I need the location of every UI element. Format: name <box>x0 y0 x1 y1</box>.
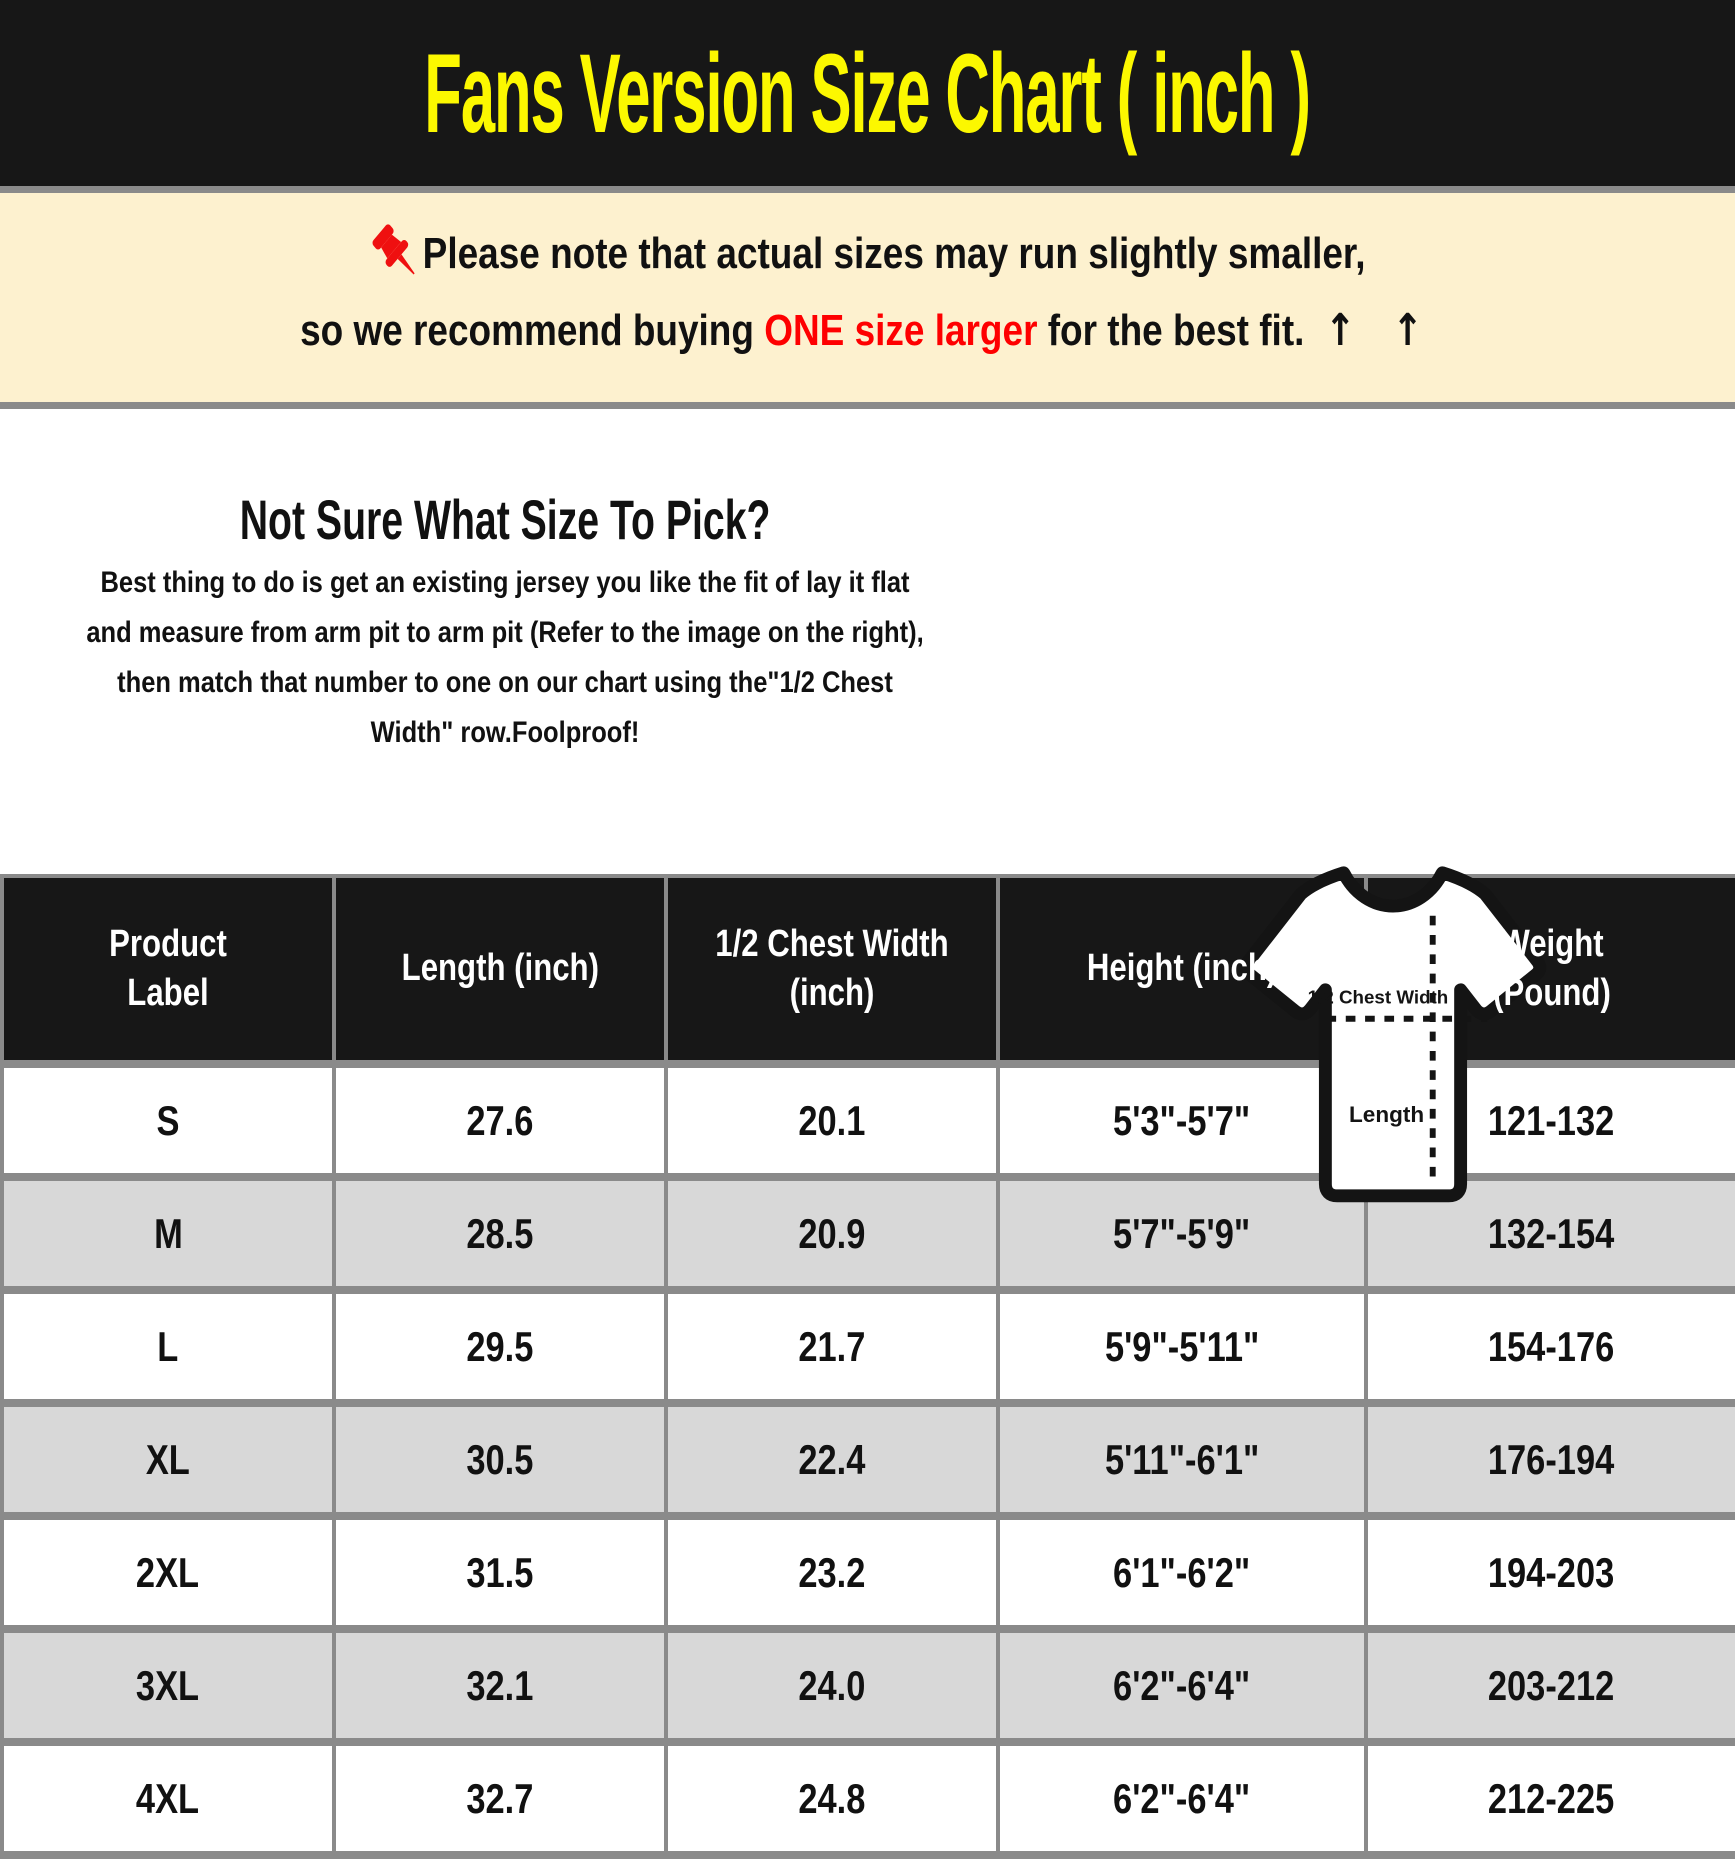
cell-length: 32.1 <box>332 1625 664 1738</box>
size-guide-heading: Not Sure What Size To Pick? <box>239 488 771 551</box>
cell-half-chest: 20.9 <box>664 1173 996 1286</box>
size-guide-section: Not Sure What Size To Pick? Best thing t… <box>0 409 1735 1203</box>
tshirt-outline <box>1239 866 1547 1203</box>
table-row-xl: XL 30.5 22.4 5'11"-6'1" 176-194 <box>0 1399 1735 1512</box>
cell-weight: 212-225 <box>1364 1738 1735 1859</box>
table-row-s: S 27.6 20.1 5'3"-5'7" 121-132 <box>0 1060 1735 1173</box>
cell-size-label: L <box>0 1286 332 1399</box>
cell-height: 6'2"-6'4" <box>996 1738 1364 1859</box>
notice-text-1: Please note that actual sizes may run sl… <box>422 229 1366 278</box>
cell-half-chest: 20.1 <box>664 1060 996 1173</box>
cell-size-label: 3XL <box>0 1625 332 1738</box>
cell-height: 5'7"-5'9" <box>996 1173 1364 1286</box>
size-guide-text-block: Not Sure What Size To Pick? Best thing t… <box>0 409 1010 758</box>
cell-weight: 203-212 <box>1364 1625 1735 1738</box>
notice-text-2a: so we recommend buying <box>300 306 754 355</box>
cell-height: 6'1"-6'2" <box>996 1512 1364 1625</box>
tshirt-measurement-diagram: 1/2 Chest Width Length <box>1239 866 1547 1203</box>
cell-size-label: XL <box>0 1399 332 1512</box>
cell-height: 6'2"-6'4" <box>996 1625 1364 1738</box>
notice-highlight: ONE size larger <box>764 306 1038 355</box>
cell-size-label: 2XL <box>0 1512 332 1625</box>
column-header-product-label: Product Label <box>0 874 332 1060</box>
page-title: Fans Version Size Chart ( inch ) <box>424 30 1312 156</box>
cell-size-label: 4XL <box>0 1738 332 1859</box>
table-row-l: L 29.5 21.7 5'9"-5'11" 154-176 <box>0 1286 1735 1399</box>
cell-length: 27.6 <box>332 1060 664 1173</box>
cell-half-chest: 21.7 <box>664 1286 996 1399</box>
table-row-4xl: 4XL 32.7 24.8 6'2"-6'4" 212-225 <box>0 1738 1735 1859</box>
table-row-2xl: 2XL 31.5 23.2 6'1"-6'2" 194-203 <box>0 1512 1735 1625</box>
up-arrows-icon: ↑ ↑ <box>1324 305 1435 356</box>
cell-half-chest: 24.8 <box>664 1738 996 1859</box>
cell-size-label: S <box>0 1060 332 1173</box>
cell-half-chest: 23.2 <box>664 1512 996 1625</box>
size-chart-table: Product Label Length (inch) 1/2 Chest Wi… <box>0 874 1735 1859</box>
notice-line-1: Please note that actual sizes may run sl… <box>0 215 1735 292</box>
cell-length: 32.7 <box>332 1738 664 1859</box>
notice-band: Please note that actual sizes may run sl… <box>0 193 1735 409</box>
cell-length: 29.5 <box>332 1286 664 1399</box>
length-label: Length <box>1349 1102 1424 1127</box>
cell-length: 30.5 <box>332 1399 664 1512</box>
table-row-m: M 28.5 20.9 5'7"-5'9" 132-154 <box>0 1173 1735 1286</box>
table-row-3xl: 3XL 32.1 24.0 6'2"-6'4" 203-212 <box>0 1625 1735 1738</box>
cell-size-label: M <box>0 1173 332 1286</box>
cell-weight: 154-176 <box>1364 1286 1735 1399</box>
chest-width-label: 1/2 Chest Width <box>1308 987 1449 1008</box>
cell-half-chest: 24.0 <box>664 1625 996 1738</box>
cell-half-chest: 22.4 <box>664 1399 996 1512</box>
cell-weight: 176-194 <box>1364 1399 1735 1512</box>
title-band: Fans Version Size Chart ( inch ) <box>0 0 1735 193</box>
cell-length: 31.5 <box>332 1512 664 1625</box>
column-header-length: Length (inch) <box>332 874 664 1060</box>
column-header-half-chest-width: 1/2 Chest Width (inch) <box>664 874 996 1060</box>
cell-height: 5'11"-6'1" <box>996 1399 1364 1512</box>
pushpin-icon <box>372 224 415 275</box>
cell-length: 28.5 <box>332 1173 664 1286</box>
cell-height: 5'9"-5'11" <box>996 1286 1364 1399</box>
size-guide-body: Best thing to do is get an existing jers… <box>86 566 924 750</box>
cell-height: 5'3"-5'7" <box>996 1060 1364 1173</box>
notice-text-2b: for the best fit. <box>1047 306 1305 355</box>
notice-line-2: so we recommend buying ONE size larger f… <box>0 292 1735 369</box>
cell-weight: 194-203 <box>1364 1512 1735 1625</box>
